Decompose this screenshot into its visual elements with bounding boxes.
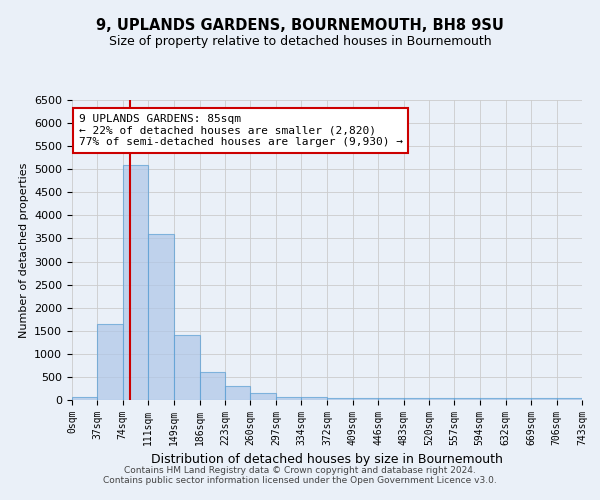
Text: 9, UPLANDS GARDENS, BOURNEMOUTH, BH8 9SU: 9, UPLANDS GARDENS, BOURNEMOUTH, BH8 9SU xyxy=(96,18,504,32)
Bar xyxy=(174,336,200,400)
Bar xyxy=(148,234,174,400)
Bar xyxy=(328,398,353,400)
Bar xyxy=(225,386,250,400)
Bar xyxy=(72,396,97,400)
Bar xyxy=(429,398,454,400)
Bar xyxy=(301,396,328,400)
Bar xyxy=(250,393,276,400)
Bar xyxy=(378,398,404,400)
Bar xyxy=(353,398,378,400)
Bar xyxy=(506,398,531,400)
X-axis label: Distribution of detached houses by size in Bournemouth: Distribution of detached houses by size … xyxy=(151,454,503,466)
Text: Contains HM Land Registry data © Crown copyright and database right 2024.
Contai: Contains HM Land Registry data © Crown c… xyxy=(103,466,497,485)
Text: 9 UPLANDS GARDENS: 85sqm
← 22% of detached houses are smaller (2,820)
77% of sem: 9 UPLANDS GARDENS: 85sqm ← 22% of detach… xyxy=(79,114,403,147)
Y-axis label: Number of detached properties: Number of detached properties xyxy=(19,162,29,338)
Bar xyxy=(531,398,557,400)
Bar xyxy=(97,324,123,400)
Bar xyxy=(404,398,429,400)
Bar xyxy=(480,398,506,400)
Text: Size of property relative to detached houses in Bournemouth: Size of property relative to detached ho… xyxy=(109,35,491,48)
Bar xyxy=(454,398,480,400)
Bar xyxy=(123,164,148,400)
Bar xyxy=(557,398,582,400)
Bar xyxy=(276,396,301,400)
Bar xyxy=(200,372,225,400)
